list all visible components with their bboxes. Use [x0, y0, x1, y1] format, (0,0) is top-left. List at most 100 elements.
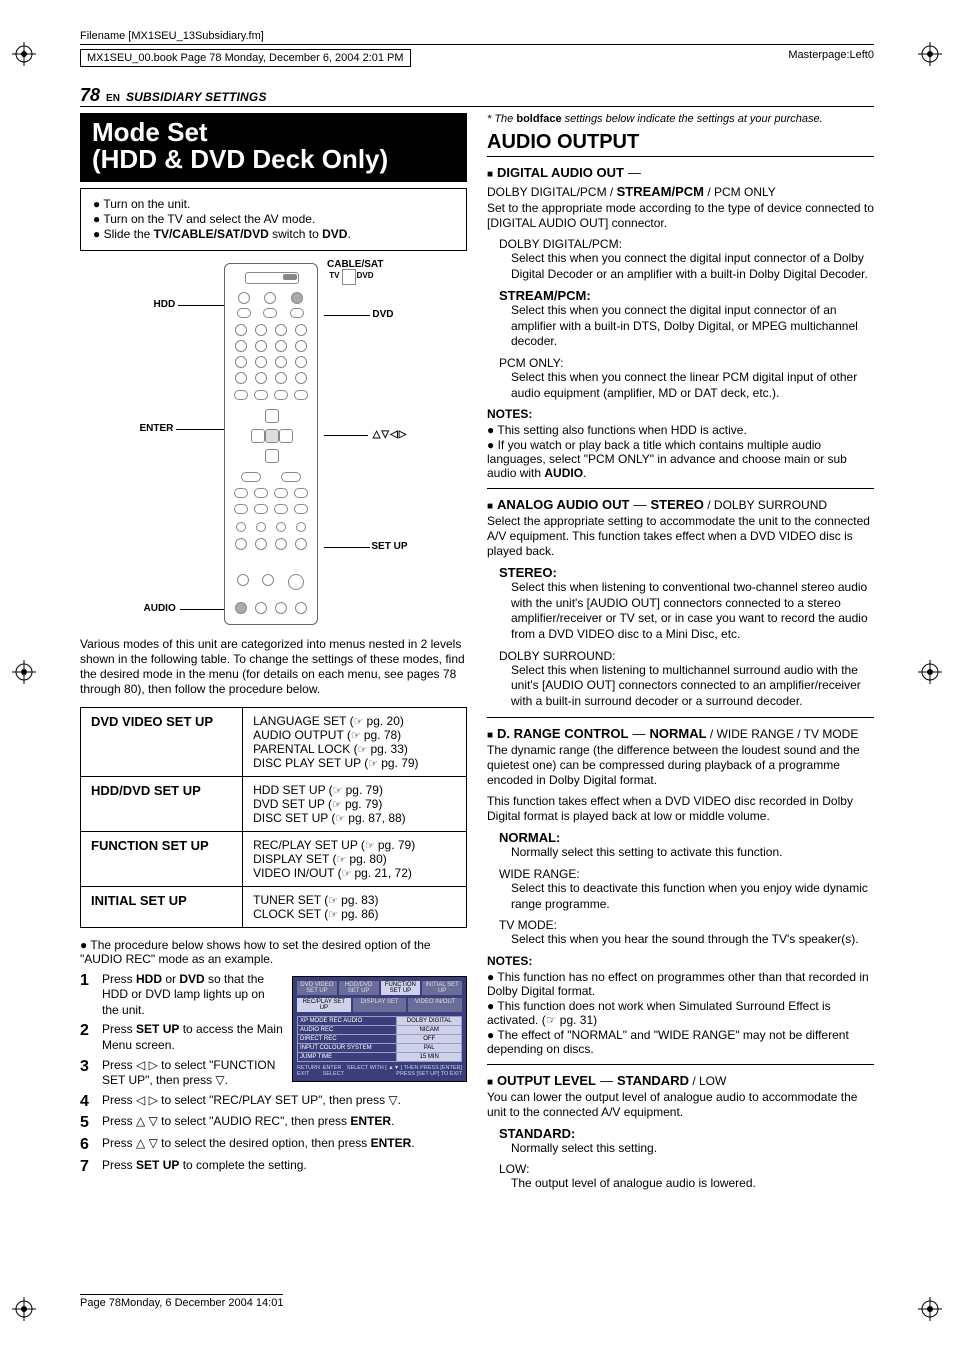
step: 7Press SET UP to complete the setting. [80, 1158, 467, 1176]
stereo-heading: STEREO: [499, 565, 874, 580]
section-name: SUBSIDIARY SETTINGS [126, 90, 267, 104]
dolby-surround-heading: DOLBY SURROUND: [499, 649, 874, 663]
remote-label-hdd: HDD [154, 299, 176, 310]
table-row: FUNCTION SET UPREC/PLAY SET UP (pg. 79)D… [81, 831, 467, 886]
masterpage-label: Masterpage:Left0 [788, 49, 874, 67]
step: 1Press HDD or DVD so that the HDD or DVD… [80, 972, 284, 1019]
tv-mode-desc: Select this when you hear the sound thro… [511, 932, 874, 948]
osd-screenshot: DVD VIDEO SET UPHDD/DVD SET UPFUNCTION S… [292, 976, 467, 1082]
drange-intro1: The dynamic range (the difference betwee… [487, 743, 874, 788]
remote-label-enter: ENTER [140, 423, 174, 434]
low-heading: LOW: [499, 1162, 874, 1176]
setup-bullet: Slide the TV/CABLE/SAT/DVD switch to DVD… [93, 227, 454, 241]
title-line1: Mode Set [92, 119, 455, 146]
separator [487, 717, 874, 718]
procedure-intro-bullet: The procedure below shows how to set the… [80, 938, 467, 966]
ddpcm-desc: Select this when you connect the digital… [511, 251, 874, 282]
registration-mark-icon [12, 42, 36, 66]
top-meta-row: MX1SEU_00.book Page 78 Monday, December … [80, 49, 874, 67]
table-row: INITIAL SET UPTUNER SET (pg. 83)CLOCK SE… [81, 886, 467, 927]
menu-items: TUNER SET (pg. 83)CLOCK SET (pg. 86) [243, 886, 467, 927]
pcm-heading: PCM ONLY: [499, 356, 874, 370]
wide-range-heading: WIDE RANGE: [499, 867, 874, 881]
remote-label-tv: TV [329, 271, 339, 280]
registration-mark-icon [12, 1297, 36, 1321]
osd-tab: INITIAL SET UP [422, 981, 462, 995]
setup-bullet: Turn on the unit. [93, 197, 454, 211]
right-column: * The boldface settings below indicate t… [487, 113, 874, 1192]
separator [487, 488, 874, 489]
tv-mode-heading: TV MODE: [499, 918, 874, 932]
separator [487, 1064, 874, 1065]
digital-audio-out-heading: ■ DIGITAL AUDIO OUT — DOLBY DIGITAL/PCM … [487, 165, 874, 199]
title-line2: (HDD & DVD Deck Only) [92, 146, 455, 173]
step: 6Press △ ▽ to select the desired option,… [80, 1136, 467, 1154]
menu-table: DVD VIDEO SET UPLANGUAGE SET (pg. 20)AUD… [80, 707, 467, 928]
digital-intro: Set to the appropriate mode according to… [487, 201, 874, 231]
osd-row: INPUT COLOUR SYSTEMPAL [298, 1043, 462, 1052]
menu-items: LANGUAGE SET (pg. 20)AUDIO OUTPUT (pg. 7… [243, 707, 467, 776]
filename-label: Filename [MX1SEU_13Subsidiary.fm] [80, 30, 874, 45]
footer-date: Page 78Monday, 6 December 2004 14:01 [80, 1294, 283, 1309]
remote-label-audio: AUDIO [144, 603, 176, 614]
remote-label-dvd-side: DVD [372, 309, 393, 320]
low-desc: The output level of analogue audio is lo… [511, 1176, 874, 1192]
page-number: 78 [80, 85, 100, 106]
output-level-heading: ■ OUTPUT LEVEL — STANDARD / LOW [487, 1073, 874, 1088]
remote-label-dvd-top: DVD [357, 271, 374, 280]
osd-subtab: DISPLAY SET [353, 998, 407, 1012]
left-column: Mode Set (HDD & DVD Deck Only) Turn on t… [80, 113, 467, 1192]
osd-tab: DVD VIDEO SET UP [297, 981, 337, 995]
step: 2Press SET UP to access the Main Menu sc… [80, 1022, 284, 1053]
osd-row: DIRECT RECOFF [298, 1034, 462, 1043]
menu-items: REC/PLAY SET UP (pg. 79)DISPLAY SET (pg.… [243, 831, 467, 886]
d-range-heading: ■ D. RANGE CONTROL — NORMAL / WIDE RANGE… [487, 726, 874, 741]
note-bullet: If you watch or play back a title which … [487, 438, 874, 480]
setup-bullet: Turn on the TV and select the AV mode. [93, 212, 454, 226]
section-header: 78 EN SUBSIDIARY SETTINGS [80, 85, 874, 107]
analog-audio-out-heading: ■ ANALOG AUDIO OUT — STEREO / DOLBY SURR… [487, 497, 874, 512]
note-bullet: This setting also functions when HDD is … [487, 423, 874, 437]
notes-heading: NOTES: [487, 407, 874, 421]
page-lang: EN [106, 93, 120, 104]
step: 3Press ◁ ▷ to select "FUNCTION SET UP", … [80, 1058, 284, 1089]
notes-heading: NOTES: [487, 954, 874, 968]
remote-diagram: CABLE/SAT TV DVD HDD DVD ENTER △▽◁▷ SET … [80, 263, 467, 623]
osd-subtab: REC/PLAY SET UP [297, 998, 351, 1012]
menu-category: INITIAL SET UP [81, 886, 243, 927]
remote-label-nav-icon: △▽◁▷ [373, 429, 408, 440]
note-bullet: This function has no effect on programme… [487, 970, 874, 998]
osd-tab: HDD/DVD SET UP [339, 981, 379, 995]
table-row: DVD VIDEO SET UPLANGUAGE SET (pg. 20)AUD… [81, 707, 467, 776]
osd-row: AUDIO RECNICAM [298, 1025, 462, 1034]
standard-heading: STANDARD: [499, 1126, 874, 1141]
normal-heading: NORMAL: [499, 830, 874, 845]
digital-notes-list: This setting also functions when HDD is … [487, 423, 874, 480]
registration-mark-icon [12, 660, 36, 684]
analog-intro: Select the appropriate setting to accomm… [487, 514, 874, 559]
setup-instructions-box: Turn on the unit. Turn on the TV and sel… [80, 188, 467, 251]
registration-mark-icon [918, 42, 942, 66]
manual-page: Filename [MX1SEU_13Subsidiary.fm] MX1SEU… [0, 0, 954, 1351]
menu-category: HDD/DVD SET UP [81, 776, 243, 831]
registration-mark-icon [918, 660, 942, 684]
pcm-desc: Select this when you connect the linear … [511, 370, 874, 401]
audio-output-heading: AUDIO OUTPUT [487, 131, 874, 157]
stream-heading: STREAM/PCM: [499, 288, 874, 303]
standard-desc: Normally select this setting. [511, 1141, 874, 1157]
drange-intro2: This function takes effect when a DVD VI… [487, 794, 874, 824]
step: 5Press △ ▽ to select "AUDIO REC", then p… [80, 1114, 467, 1132]
dolby-surround-desc: Select this when listening to multichann… [511, 663, 874, 710]
note-bullet: The effect of "NORMAL" and "WIDE RANGE" … [487, 1028, 874, 1056]
ddpcm-heading: DOLBY DIGITAL/PCM: [499, 237, 874, 251]
normal-desc: Normally select this setting to activate… [511, 845, 874, 861]
note-bullet: This function does not work when Simulat… [487, 999, 874, 1027]
drange-notes-list: This function has no effect on programme… [487, 970, 874, 1056]
table-row: HDD/DVD SET UPHDD SET UP (pg. 79)DVD SET… [81, 776, 467, 831]
intro-paragraph: Various modes of this unit are categoriz… [80, 637, 467, 697]
step: 4Press ◁ ▷ to select "REC/PLAY SET UP", … [80, 1093, 467, 1111]
osd-row: JUMP TIME15 MIN [298, 1052, 462, 1061]
menu-category: FUNCTION SET UP [81, 831, 243, 886]
menu-category: DVD VIDEO SET UP [81, 707, 243, 776]
stereo-desc: Select this when listening to convention… [511, 580, 874, 642]
